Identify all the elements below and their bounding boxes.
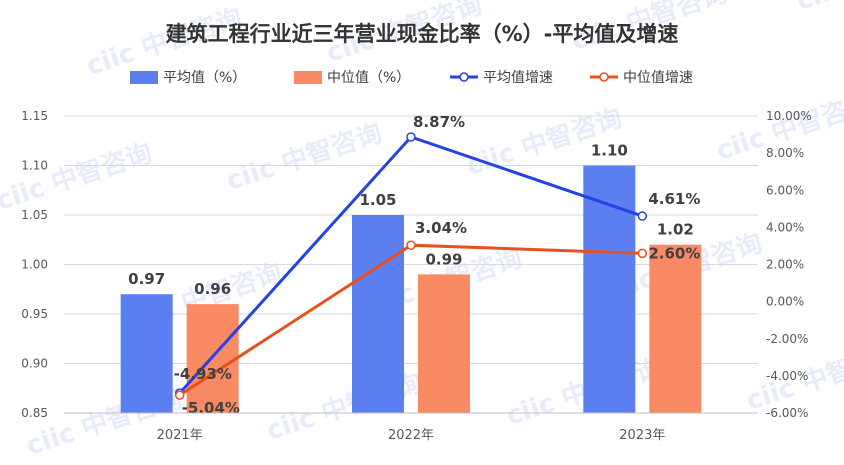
line-value-label: 3.04% [415,219,467,237]
y-tick-label: 0.90 [21,357,48,371]
bar-value-label: 0.99 [425,250,462,268]
watermark-text: ciic 中智咨询 [0,137,156,216]
line-value-label: -5.04% [182,399,240,417]
legend-swatch [294,71,322,84]
legend-marker [599,72,609,82]
legend-swatch [130,71,158,84]
median-bar [418,274,470,413]
bar-value-label: 0.97 [128,270,165,288]
x-tick-label: 2021年 [157,428,203,443]
legend-label: 中位值（%） [327,70,410,86]
line-value-label: -4.93% [174,365,232,383]
avg-bar [352,215,404,413]
y2-tick-label: -2.00% [766,332,808,346]
bar-value-label: 1.10 [591,142,628,160]
y-tick-label: 1.05 [21,208,48,222]
legend-label: 平均值增速 [483,70,553,86]
y-tick-label: 0.85 [21,406,48,420]
line-value-label: 4.61% [648,190,700,208]
median-growth-point [406,240,416,250]
axes: 1.15 1.10 1.05 1.00 0.95 0.90 0.85 10.00% 8.00% 6… [21,109,811,443]
bar-value-label: 1.02 [657,221,694,239]
x-tick-label: 2023年 [619,428,665,443]
avg-bar [120,294,173,413]
avg-bar [583,165,636,413]
avg-growth-point [406,132,416,142]
y2-tick-label: 2.00% [766,258,804,272]
bar-value-label: 1.05 [359,191,396,209]
line-value-label: 2.60% [648,244,700,262]
y2-tick-label: -4.00% [766,369,808,383]
legend-marker [459,72,469,82]
line-value-label: 8.87% [413,113,465,131]
legend: 平均值（%） 中位值（%） 平均值增速 中位值增速 [130,70,693,86]
bar-value-label: 0.96 [194,280,231,298]
chart-title: 建筑工程行业近三年营业现金比率（%）-平均值及增速 [166,22,679,46]
median-growth-point [174,390,185,400]
lines [174,132,648,400]
y2-tick-label: 10.00% [766,109,812,123]
median-growth-point [637,248,648,259]
legend-label: 中位值增速 [623,70,693,86]
x-tick-label: 2022年 [388,428,434,443]
legend-label: 平均值（%） [163,70,246,86]
median-bar [649,244,702,413]
y2-tick-label: -6.00% [766,406,808,420]
avg-growth-point [637,211,648,221]
y2-tick-label: 6.00% [766,183,804,197]
data-labels: 0.97 1.05 1.10 0.96 0.99 1.02 -4.93% 8.87% 4.61%… [128,113,700,417]
y-tick-label: 1.00 [21,258,48,272]
y-tick-label: 0.95 [21,307,48,321]
y-tick-label: 1.15 [21,109,48,123]
y2-tick-label: 4.00% [766,220,804,234]
watermark-text: ciic 中智咨询 [793,0,844,17]
y2-tick-label: 8.00% [766,146,804,160]
y2-tick-label: 0.00% [766,295,804,309]
y-tick-label: 1.10 [21,159,48,173]
watermark-text: ciic 中智咨询 [223,117,386,196]
